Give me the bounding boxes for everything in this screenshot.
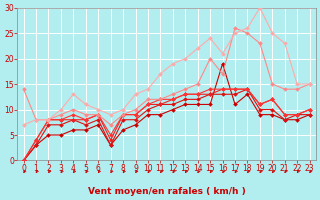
X-axis label: Vent moyen/en rafales ( km/h ): Vent moyen/en rafales ( km/h ) bbox=[88, 187, 245, 196]
